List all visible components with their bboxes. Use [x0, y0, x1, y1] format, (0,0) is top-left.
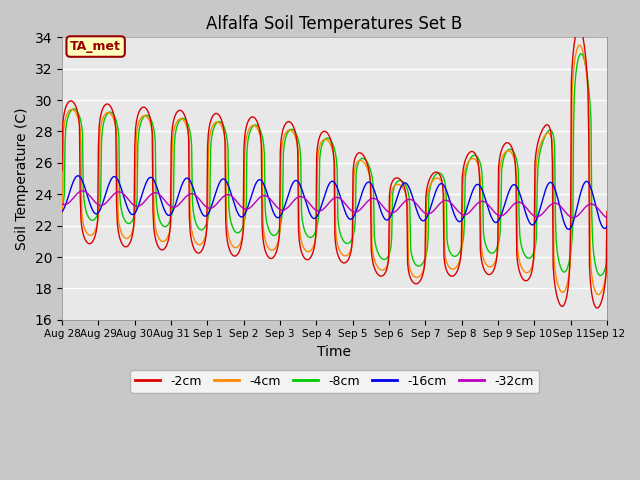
Y-axis label: Soil Temperature (C): Soil Temperature (C)	[15, 108, 29, 250]
X-axis label: Time: Time	[317, 345, 351, 359]
Title: Alfalfa Soil Temperatures Set B: Alfalfa Soil Temperatures Set B	[206, 15, 463, 33]
Text: TA_met: TA_met	[70, 40, 121, 53]
Legend: -2cm, -4cm, -8cm, -16cm, -32cm: -2cm, -4cm, -8cm, -16cm, -32cm	[131, 370, 539, 393]
